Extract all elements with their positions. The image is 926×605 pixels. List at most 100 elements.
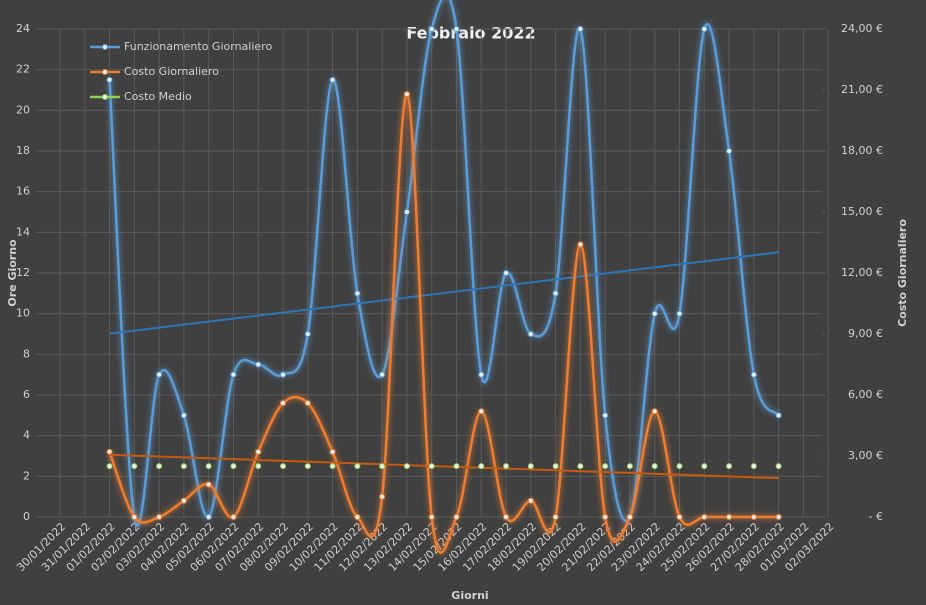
x-axis-title: Giorni [451, 589, 488, 602]
point [503, 463, 510, 470]
y-tick-label: 2 [23, 469, 30, 482]
y-tick-label: 12 [16, 266, 30, 279]
point [403, 463, 410, 470]
point [379, 463, 386, 470]
y2-tick-label: 12,00 € [841, 266, 883, 279]
point [329, 448, 336, 455]
point [651, 408, 658, 415]
point [255, 361, 262, 368]
point [304, 400, 311, 407]
point [503, 514, 510, 520]
point [428, 514, 435, 520]
point [602, 463, 609, 470]
point [726, 514, 733, 520]
y-tick-label: 0 [23, 510, 30, 523]
point [205, 463, 212, 470]
point [230, 514, 237, 520]
point [156, 371, 163, 378]
point [775, 514, 782, 520]
point [527, 331, 534, 337]
y-tick-label: 18 [16, 144, 30, 157]
y2-tick-label: 18,00 € [841, 144, 883, 157]
point [156, 463, 163, 470]
point [379, 493, 386, 500]
point [180, 412, 187, 419]
point [478, 463, 485, 470]
point [106, 463, 113, 470]
y-tick-label: 6 [23, 388, 30, 401]
point [750, 514, 757, 520]
legend-marker [102, 94, 108, 100]
point [577, 463, 584, 470]
chart-title: Febbraio 2022 [406, 24, 535, 43]
point [255, 448, 262, 455]
point [403, 91, 410, 98]
point [230, 463, 237, 470]
point [750, 371, 757, 378]
point [478, 408, 485, 415]
point [478, 371, 485, 378]
point [403, 209, 410, 215]
point [775, 463, 782, 470]
point [180, 497, 187, 504]
point [552, 463, 559, 470]
legend-marker [102, 44, 108, 50]
point [602, 514, 609, 520]
point [626, 463, 633, 470]
y-tick-label: 24 [16, 22, 30, 35]
point [577, 26, 584, 32]
y-tick-label: 20 [16, 103, 30, 116]
point [453, 514, 460, 520]
point [106, 448, 113, 455]
point [280, 371, 287, 378]
point [750, 463, 757, 470]
point [552, 290, 559, 297]
point [354, 290, 361, 297]
point [131, 463, 138, 470]
point [676, 310, 683, 317]
y2-tick-label: 9,00 € [848, 327, 883, 340]
series [108, 92, 779, 554]
series-line [108, 92, 779, 554]
point [552, 514, 559, 520]
point [280, 463, 287, 470]
point [255, 463, 262, 470]
point [205, 514, 212, 520]
point [354, 463, 361, 470]
point [577, 241, 584, 248]
point [453, 26, 460, 32]
point [726, 463, 733, 470]
legend-label: Costo Giornaliero [124, 65, 219, 78]
point [379, 371, 386, 378]
point [304, 463, 311, 470]
point [775, 412, 782, 419]
y2-tick-label: - € [869, 510, 883, 523]
point [230, 371, 237, 378]
y2-tick-label: 15,00 € [841, 205, 883, 218]
y2-tick-label: 6,00 € [848, 388, 883, 401]
point [602, 412, 609, 419]
y-tick-label: 14 [16, 225, 30, 238]
y2-tick-label: 3,00 € [848, 449, 883, 462]
y-tick-label: 16 [16, 185, 30, 198]
point [726, 148, 733, 154]
point [156, 514, 163, 520]
point [701, 514, 708, 520]
point [701, 463, 708, 470]
point [651, 310, 658, 317]
legend-label: Costo Medio [124, 90, 192, 103]
point [329, 76, 336, 83]
point [626, 514, 633, 520]
point [651, 463, 658, 470]
point [676, 514, 683, 520]
point [527, 497, 534, 504]
y-tick-label: 22 [16, 63, 30, 76]
legend-marker [102, 69, 108, 75]
point [701, 26, 708, 32]
point [106, 76, 113, 83]
y-tick-label: 10 [16, 307, 30, 320]
y-axis-title: Ore Giorno [6, 239, 19, 307]
point [527, 463, 534, 470]
point [329, 463, 336, 470]
